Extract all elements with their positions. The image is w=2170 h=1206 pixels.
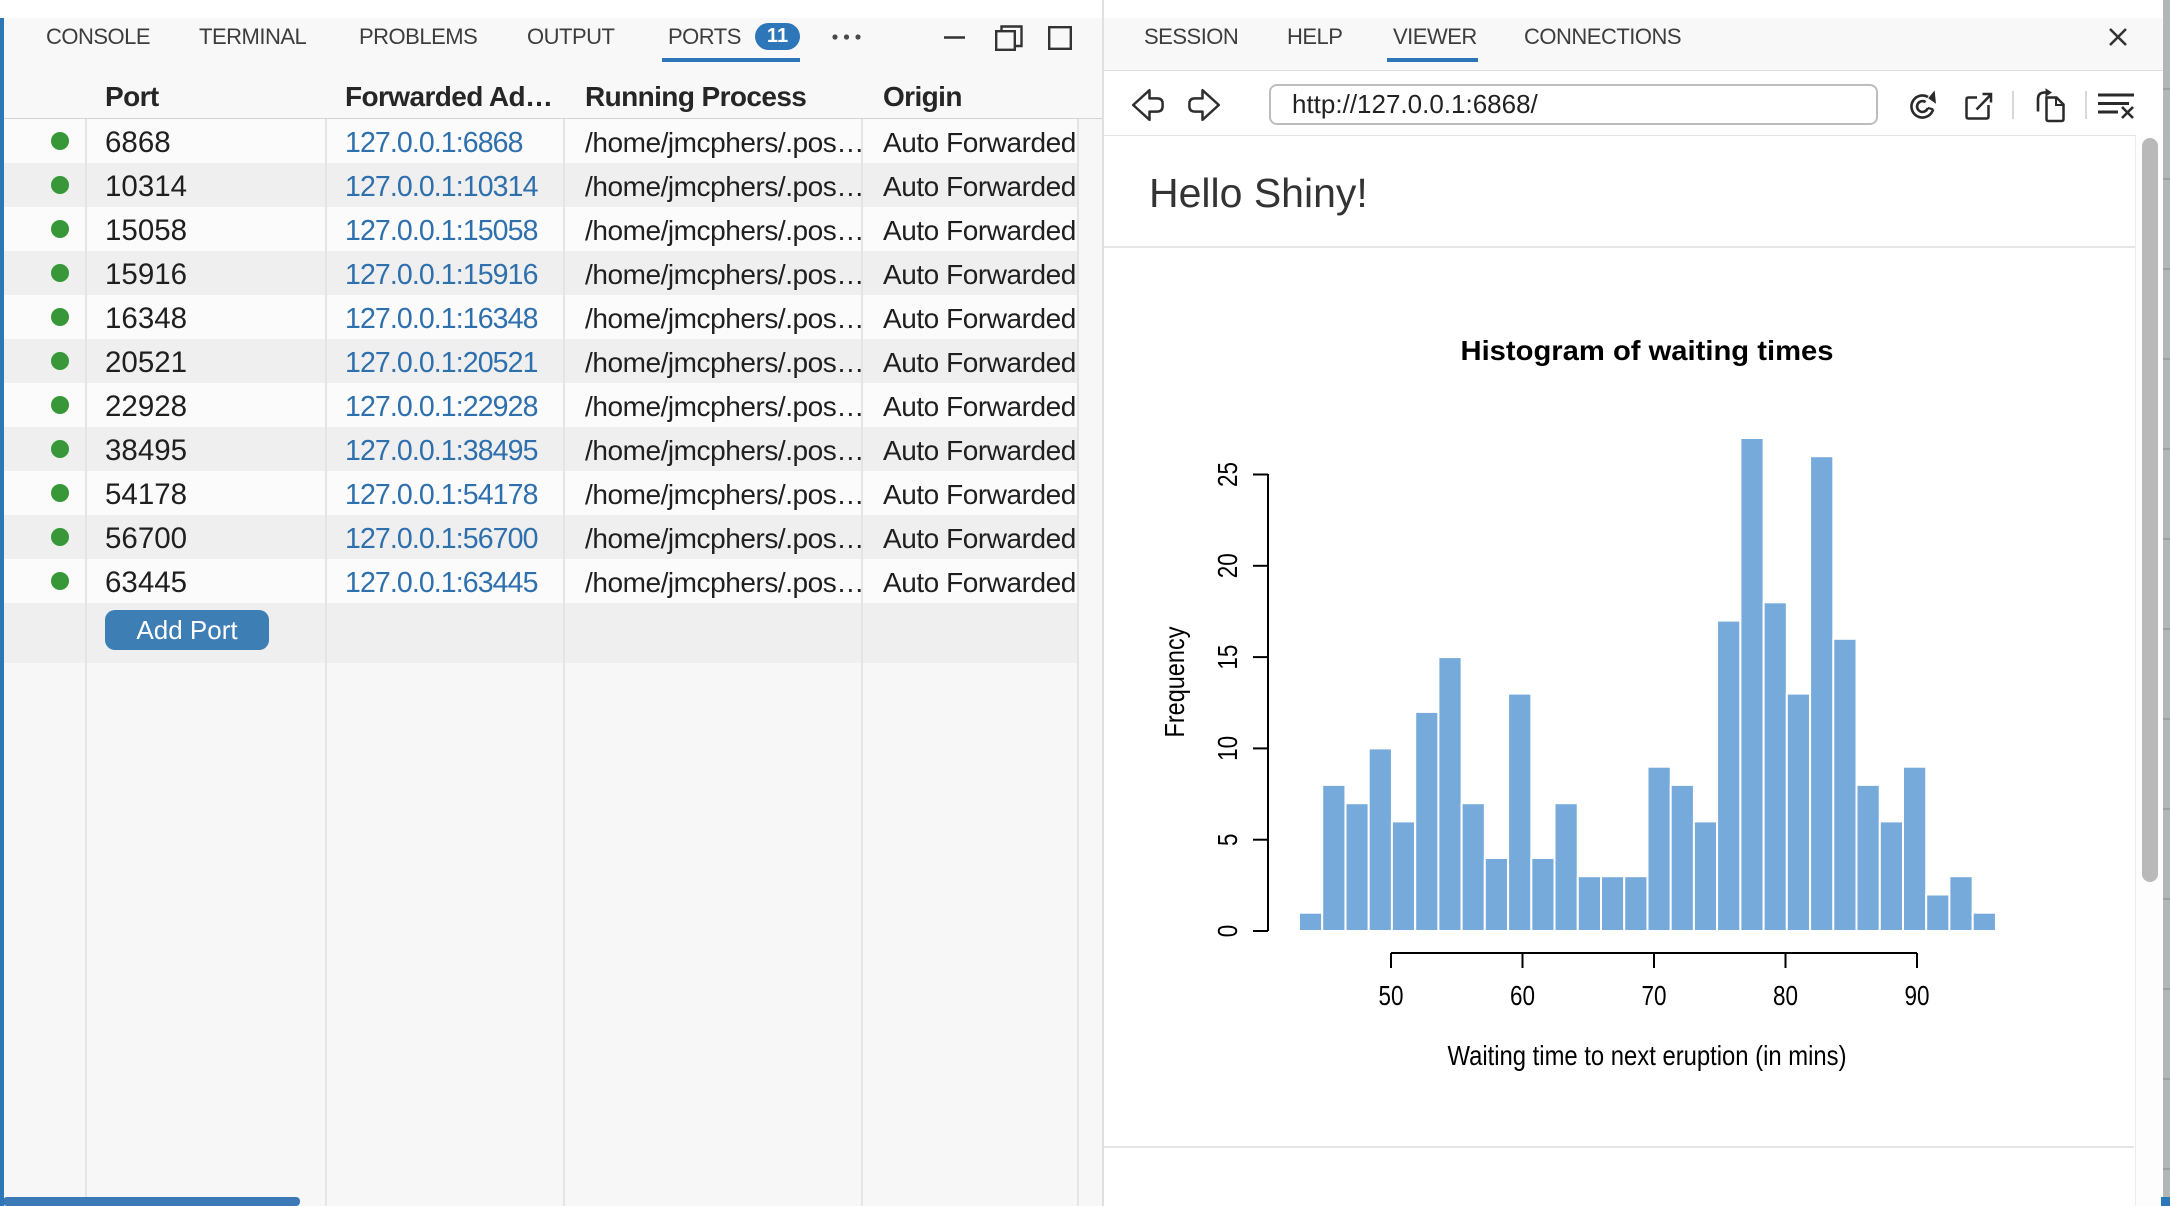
svg-text:Waiting time to next eruption: Waiting time to next eruption (in mins)	[1448, 1040, 1847, 1071]
svg-text:90: 90	[1905, 980, 1930, 1011]
svg-text:Frequency: Frequency	[1159, 627, 1190, 738]
svg-text:5: 5	[1212, 833, 1243, 846]
svg-text:80: 80	[1773, 980, 1798, 1011]
svg-text:10: 10	[1212, 736, 1243, 761]
svg-text:20: 20	[1212, 553, 1243, 578]
svg-text:Histogram of waiting times: Histogram of waiting times	[1461, 335, 1834, 366]
svg-text:60: 60	[1510, 980, 1535, 1011]
svg-text:25: 25	[1212, 462, 1243, 487]
svg-text:0: 0	[1212, 925, 1243, 938]
svg-text:50: 50	[1379, 980, 1404, 1011]
svg-text:70: 70	[1642, 980, 1667, 1011]
svg-text:15: 15	[1212, 645, 1243, 670]
